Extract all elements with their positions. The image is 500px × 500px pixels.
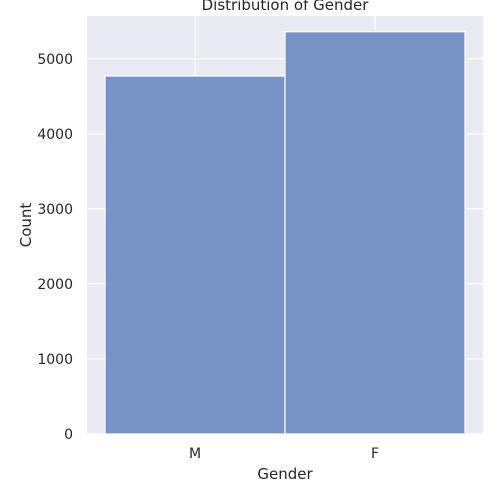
y-tick-label: 1000 <box>37 352 73 368</box>
x-axis-label: Gender <box>257 465 313 483</box>
y-tick-label: 2000 <box>37 277 73 293</box>
y-tick-label: 0 <box>64 427 73 443</box>
bar-f <box>284 31 466 435</box>
y-tick-label: 4000 <box>37 127 73 143</box>
bars <box>104 31 466 435</box>
bar-m <box>104 75 286 435</box>
x-tick-label: M <box>189 446 201 462</box>
y-axis-label: Count <box>17 203 35 248</box>
x-tick-label: F <box>371 446 379 462</box>
y-tick-label: 3000 <box>37 202 73 218</box>
y-tick-label: 5000 <box>37 52 73 68</box>
y-axis-ticks: 0 1000 2000 3000 4000 5000 <box>37 52 73 443</box>
chart-title: Distribution of Gender <box>202 0 370 14</box>
